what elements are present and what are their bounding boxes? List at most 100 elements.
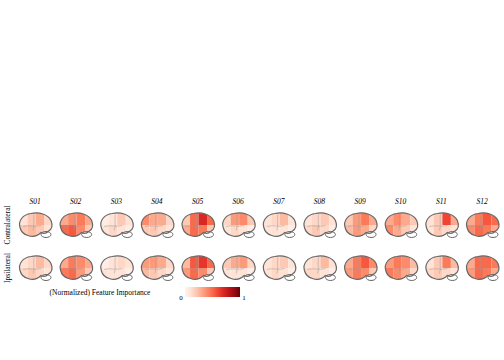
sulcus — [307, 226, 325, 227]
brain-outline — [60, 213, 92, 236]
brain-outline — [467, 213, 499, 236]
sulcus — [186, 226, 204, 227]
sulcus — [317, 258, 318, 274]
cells — [344, 213, 378, 238]
sulcus — [104, 226, 122, 227]
brain — [344, 213, 378, 238]
brain — [263, 213, 297, 238]
cells — [263, 256, 297, 281]
brain-outline — [223, 213, 255, 236]
subject-label: S05 — [192, 197, 204, 206]
cells — [141, 256, 175, 281]
cells — [60, 213, 94, 238]
cells — [141, 213, 175, 238]
brain — [303, 256, 337, 281]
brain — [19, 256, 53, 281]
sulcus — [114, 215, 115, 231]
sulcus — [358, 258, 359, 274]
brain — [100, 256, 134, 281]
brain-outline — [345, 256, 377, 279]
subject-label: S01 — [29, 197, 40, 206]
sulcus — [348, 269, 366, 270]
sulcus — [277, 258, 278, 274]
sulcus — [186, 269, 204, 270]
cells — [385, 256, 419, 281]
colorbar-label: (Normalized) Feature Importance — [50, 288, 151, 297]
sulcus — [23, 226, 41, 227]
sulcus — [104, 269, 122, 270]
sulcus — [470, 226, 488, 227]
brain-outline — [263, 213, 295, 236]
sulcus — [348, 226, 366, 227]
row-label: Ipsilateral — [3, 253, 12, 283]
colorbar — [185, 287, 240, 297]
subject-label: S02 — [70, 197, 82, 206]
sulcus — [399, 215, 400, 231]
brain-outline — [20, 213, 52, 236]
brain — [60, 256, 94, 281]
sulcus — [145, 226, 163, 227]
sulcus — [429, 269, 447, 270]
subject-label: S06 — [233, 197, 245, 206]
sulcus — [277, 215, 278, 231]
brain-outline — [426, 213, 458, 236]
sulcus — [470, 269, 488, 270]
cells — [303, 213, 337, 238]
sulcus — [480, 215, 481, 231]
cells — [60, 256, 94, 281]
brain — [222, 256, 256, 281]
sulcus — [64, 269, 82, 270]
brain-outline — [385, 213, 417, 236]
sulcus — [74, 258, 75, 274]
sulcus — [155, 258, 156, 274]
brain — [141, 213, 175, 238]
brain-outline — [304, 213, 336, 236]
sulcus — [267, 226, 285, 227]
cells — [100, 256, 134, 281]
sulcus — [439, 258, 440, 274]
brain-outline — [263, 256, 295, 279]
brain — [182, 256, 216, 281]
brain-outline — [467, 256, 499, 279]
cells — [100, 213, 134, 238]
brain — [60, 213, 94, 238]
cells — [19, 256, 53, 281]
brain — [385, 213, 419, 238]
brain-outline — [385, 256, 417, 279]
subject-label: S12 — [476, 197, 488, 206]
brain — [344, 256, 378, 281]
brain — [303, 213, 337, 238]
brain — [385, 256, 419, 281]
subject-label: S08 — [314, 197, 326, 206]
sulcus — [23, 269, 41, 270]
cells — [344, 256, 378, 281]
sulcus — [429, 226, 447, 227]
sulcus — [196, 215, 197, 231]
cells — [19, 213, 53, 238]
sulcus — [399, 258, 400, 274]
brain — [425, 213, 459, 238]
cells — [222, 213, 256, 238]
brain — [100, 213, 134, 238]
row-label: Contralateral — [3, 205, 12, 244]
subject-label: S11 — [436, 197, 447, 206]
sulcus — [196, 258, 197, 274]
brain-outline — [101, 256, 133, 279]
sulcus — [226, 269, 244, 270]
sulcus — [480, 258, 481, 274]
sulcus — [74, 215, 75, 231]
brain — [19, 213, 53, 238]
cells — [425, 213, 459, 238]
sulcus — [155, 215, 156, 231]
brain-outline — [345, 213, 377, 236]
colorbar-tick-label: 1 — [242, 294, 246, 302]
sulcus — [226, 226, 244, 227]
subject-label: S07 — [273, 197, 285, 206]
brain-outline — [304, 256, 336, 279]
sulcus — [145, 269, 163, 270]
brain-outline — [182, 256, 214, 279]
cells — [182, 213, 216, 238]
sulcus — [64, 226, 82, 227]
colorbar-tick-label: 0 — [179, 294, 183, 302]
sulcus — [236, 215, 237, 231]
